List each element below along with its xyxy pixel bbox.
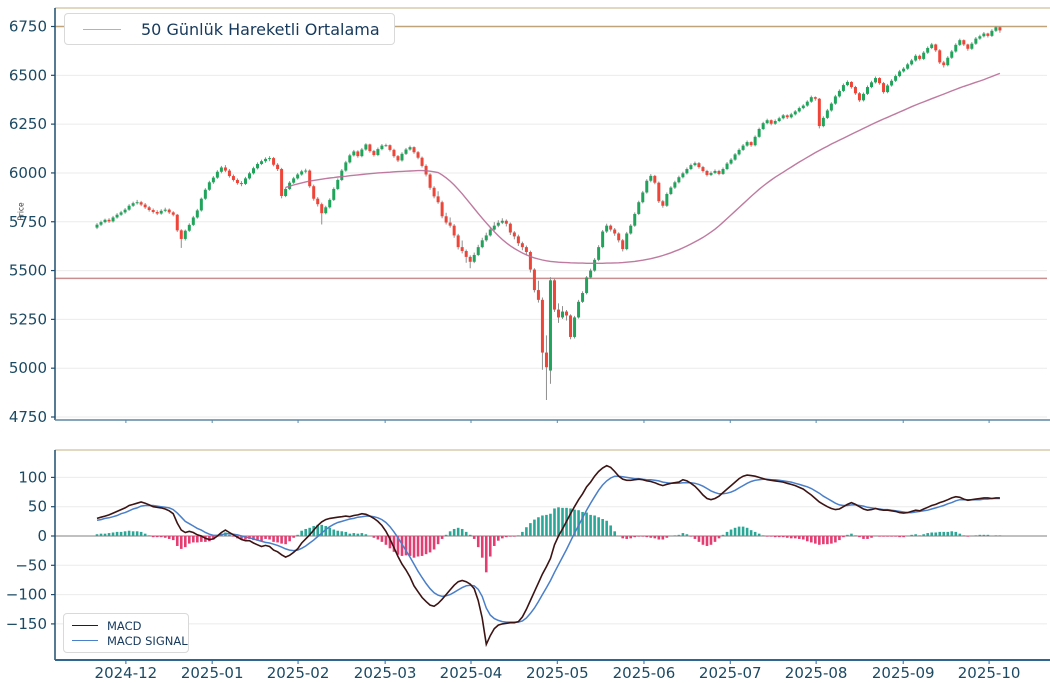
macd-legend: MACD MACD SIGNAL — [63, 613, 189, 653]
svg-text:2025-08: 2025-08 — [785, 664, 848, 682]
svg-text:50: 50 — [28, 498, 47, 516]
svg-text:5000: 5000 — [9, 359, 47, 377]
macd-signal-line — [96, 475, 1000, 623]
macd-signal-line-swatch — [72, 640, 98, 641]
svg-text:−150: −150 — [6, 615, 47, 633]
svg-text:2024-12: 2024-12 — [95, 664, 158, 682]
macd-gridlines — [55, 476, 1047, 625]
svg-text:2025-01: 2025-01 — [181, 664, 244, 682]
macd-signal-legend-row: MACD SIGNAL — [72, 633, 188, 648]
macd-line-swatch — [72, 625, 98, 626]
svg-text:6000: 6000 — [9, 164, 47, 182]
x-axis-labels: 2024-12 2025-01 2025-02 2025-03 2025-04 2025-… — [95, 660, 1021, 682]
svg-text:2025-09: 2025-09 — [872, 664, 935, 682]
svg-text:−50: −50 — [15, 556, 47, 574]
svg-text:2025-10: 2025-10 — [958, 664, 1021, 682]
svg-text:2025-03: 2025-03 — [354, 664, 417, 682]
svg-text:2025-05: 2025-05 — [526, 664, 589, 682]
svg-text:5250: 5250 — [9, 310, 47, 328]
macd-line — [96, 464, 1000, 648]
price-axis: 4750 5000 5250 5500 5750 6000 6250 6500 6750 — [9, 7, 1050, 426]
macd-axis: 100 50 0 −50 −100 −150 — [6, 449, 1050, 661]
svg-text:6750: 6750 — [9, 18, 47, 36]
svg-text:2025-02: 2025-02 — [267, 664, 330, 682]
svg-text:100: 100 — [18, 468, 47, 486]
svg-text:4750: 4750 — [9, 408, 47, 426]
candlestick-series — [95, 26, 1002, 401]
ma-legend-swatch-line — [83, 28, 121, 30]
svg-text:5750: 5750 — [9, 213, 47, 231]
macd-legend-row: MACD — [72, 618, 141, 633]
ma-legend-label: 50 Günlük Hareketli Ortalama — [141, 19, 380, 39]
svg-text:6250: 6250 — [9, 115, 47, 133]
macd-legend-label: MACD — [107, 618, 142, 633]
price-axis-label: Price — [16, 202, 26, 221]
svg-text:5500: 5500 — [9, 262, 47, 280]
svg-text:6500: 6500 — [9, 66, 47, 84]
ma-legend: 50 Günlük Hareketli Ortalama — [64, 13, 395, 45]
svg-text:2025-07: 2025-07 — [699, 664, 762, 682]
macd-signal-legend-label: MACD SIGNAL — [107, 633, 188, 648]
svg-text:2025-06: 2025-06 — [613, 664, 676, 682]
price-hlines — [55, 25, 1047, 280]
svg-text:0: 0 — [37, 527, 47, 545]
ma50-line — [285, 72, 1001, 264]
svg-text:2025-04: 2025-04 — [440, 664, 503, 682]
svg-text:−100: −100 — [6, 586, 47, 604]
